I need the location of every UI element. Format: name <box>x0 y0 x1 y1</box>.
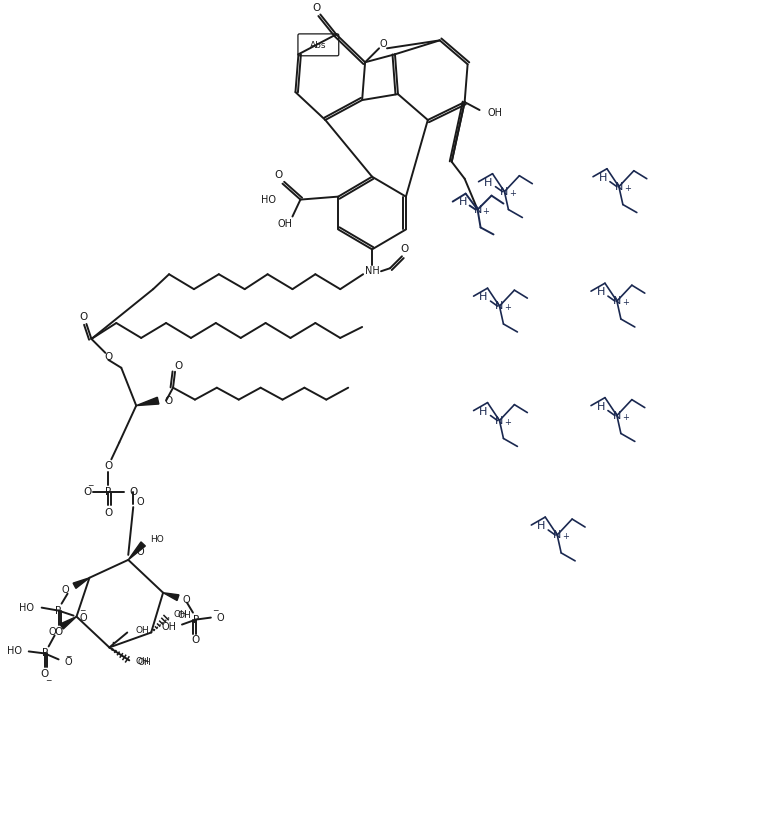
Text: O: O <box>79 612 87 622</box>
Text: O: O <box>136 497 144 507</box>
Text: OH: OH <box>278 219 293 229</box>
Text: −: − <box>79 606 86 615</box>
Text: O: O <box>104 508 112 518</box>
Text: −: − <box>212 606 218 615</box>
Text: H: H <box>599 173 607 182</box>
Text: O: O <box>217 612 224 622</box>
Text: O: O <box>136 547 144 556</box>
Text: N: N <box>474 205 481 215</box>
FancyBboxPatch shape <box>298 34 339 56</box>
Text: O: O <box>41 669 49 679</box>
Text: HO: HO <box>260 195 276 205</box>
Text: OH: OH <box>136 626 149 635</box>
Text: H: H <box>597 402 605 412</box>
Text: H: H <box>479 292 488 302</box>
Text: O: O <box>83 487 92 497</box>
Text: N: N <box>500 187 509 196</box>
Text: O: O <box>174 361 182 371</box>
Text: O: O <box>104 352 112 362</box>
Text: +: + <box>624 183 631 192</box>
Text: O: O <box>49 626 57 636</box>
Text: ·: · <box>111 635 116 653</box>
Text: Abs: Abs <box>310 41 326 50</box>
Polygon shape <box>60 616 76 629</box>
Text: P: P <box>193 615 199 625</box>
Text: N: N <box>495 416 504 426</box>
Text: OH: OH <box>488 108 502 118</box>
Text: NH: NH <box>365 266 379 276</box>
Text: O: O <box>104 461 112 471</box>
Text: H: H <box>537 521 545 531</box>
Text: O: O <box>401 244 409 254</box>
Text: H: H <box>597 287 605 297</box>
Text: +: + <box>505 303 511 312</box>
Text: O: O <box>129 487 138 497</box>
Text: H: H <box>479 407 488 417</box>
Text: O: O <box>65 658 72 667</box>
Text: HO: HO <box>7 646 22 657</box>
Text: H: H <box>459 196 467 206</box>
Text: N: N <box>495 301 504 311</box>
Text: O: O <box>274 169 283 180</box>
Text: OH: OH <box>136 657 149 666</box>
Text: N: N <box>613 410 621 421</box>
Text: H: H <box>485 178 492 187</box>
Polygon shape <box>136 397 159 405</box>
Text: −: − <box>65 652 72 661</box>
Text: N: N <box>553 530 562 540</box>
Text: O: O <box>55 626 63 636</box>
Text: +: + <box>622 413 629 422</box>
Polygon shape <box>163 593 179 601</box>
Text: O: O <box>192 635 200 645</box>
Text: +: + <box>562 532 569 541</box>
Text: OH: OH <box>161 621 176 631</box>
Text: +: + <box>509 188 516 197</box>
Text: O: O <box>79 312 87 322</box>
Text: O: O <box>164 395 172 405</box>
Text: +: + <box>482 206 489 215</box>
Text: HO: HO <box>150 535 164 544</box>
Text: N: N <box>613 296 621 306</box>
Polygon shape <box>73 578 90 589</box>
Text: OH: OH <box>177 611 191 620</box>
Text: N: N <box>615 182 623 192</box>
Text: P: P <box>41 649 48 658</box>
Text: HO: HO <box>19 603 33 612</box>
Text: +: + <box>622 298 629 307</box>
Text: −: − <box>87 481 93 490</box>
Text: OH: OH <box>173 610 187 619</box>
Text: O: O <box>62 584 69 595</box>
Text: +: + <box>505 418 511 427</box>
Text: O: O <box>312 2 320 12</box>
Polygon shape <box>129 542 146 560</box>
Text: OH: OH <box>137 658 151 667</box>
Text: P: P <box>55 606 62 616</box>
Text: P: P <box>105 487 111 497</box>
Text: O: O <box>379 39 387 49</box>
Text: O: O <box>183 594 191 605</box>
Text: −: − <box>45 676 52 685</box>
